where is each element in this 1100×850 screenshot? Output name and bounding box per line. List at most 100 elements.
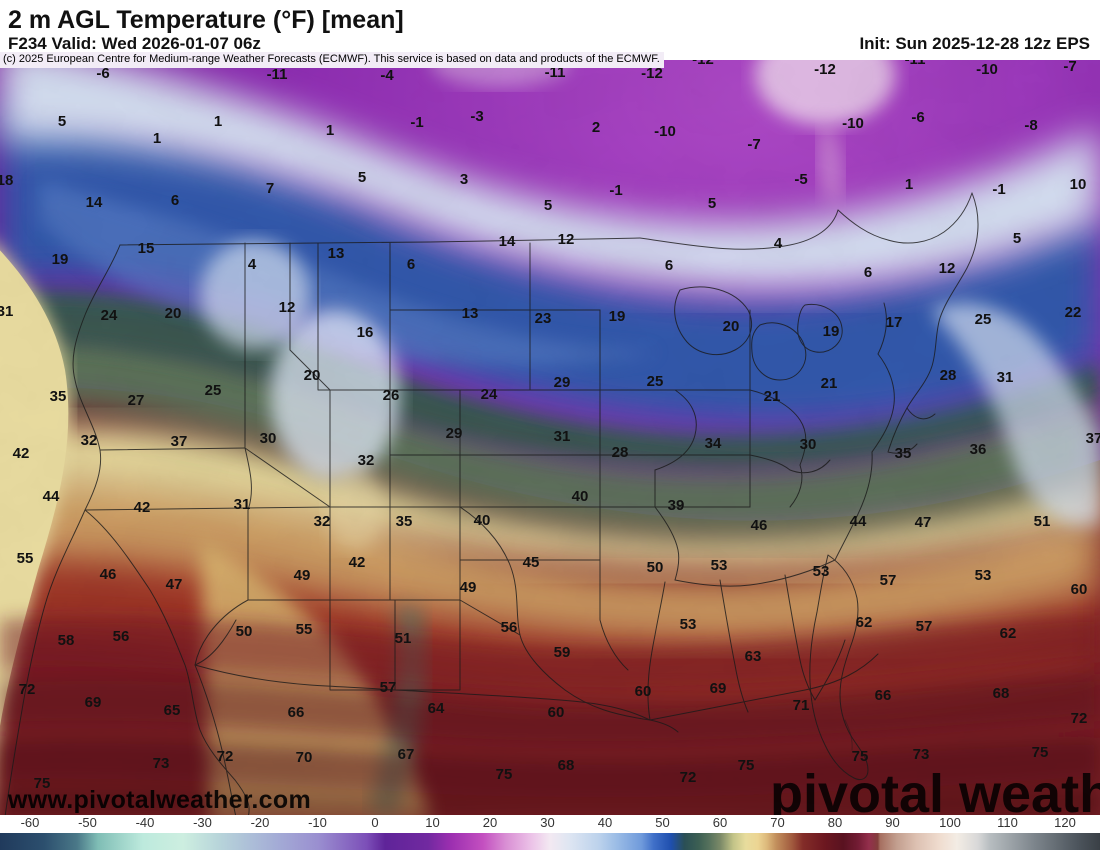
svg-text:68: 68 [993,685,1010,702]
svg-text:-1: -1 [992,181,1005,198]
svg-text:-12: -12 [692,60,714,68]
svg-text:60: 60 [635,683,652,700]
svg-text:42: 42 [13,445,30,462]
svg-text:5: 5 [358,169,366,186]
svg-text:25: 25 [975,311,992,328]
svg-text:45: 45 [523,554,540,571]
svg-text:70: 70 [296,749,313,766]
svg-text:28: 28 [612,444,629,461]
svg-text:40: 40 [572,488,589,505]
svg-text:5: 5 [58,113,66,130]
svg-text:71: 71 [793,697,810,714]
svg-text:-1: -1 [410,114,423,131]
svg-text:-10: -10 [976,61,998,78]
svg-text:13: 13 [328,245,345,262]
svg-text:53: 53 [813,563,830,580]
svg-text:50: 50 [647,559,664,576]
svg-text:32: 32 [314,513,331,530]
svg-text:29: 29 [554,374,571,391]
svg-text:62: 62 [856,614,873,631]
svg-text:14: 14 [499,233,516,250]
svg-text:30: 30 [800,436,817,453]
svg-text:44: 44 [850,513,867,530]
svg-text:-10: -10 [654,123,676,140]
svg-text:32: 32 [358,452,375,469]
svg-text:60: 60 [548,704,565,721]
svg-text:68: 68 [558,757,575,774]
svg-text:35: 35 [50,388,67,405]
svg-text:56: 56 [501,619,518,636]
svg-text:75: 75 [496,766,513,783]
svg-text:51: 51 [395,630,412,647]
svg-text:51: 51 [1034,513,1051,530]
svg-text:39: 39 [668,497,685,514]
svg-text:60: 60 [1071,581,1088,598]
svg-text:28: 28 [940,367,957,384]
svg-text:5: 5 [1013,230,1021,247]
svg-text:36: 36 [970,441,987,458]
svg-text:20: 20 [723,318,740,335]
svg-text:55: 55 [296,621,313,638]
svg-text:17: 17 [886,314,903,331]
svg-text:67: 67 [398,746,415,763]
svg-text:57: 57 [916,618,933,635]
svg-text:58: 58 [58,632,75,649]
svg-text:6: 6 [407,256,415,273]
svg-text:29: 29 [446,425,463,442]
svg-text:1: 1 [905,176,913,193]
svg-text:-12: -12 [814,61,836,78]
svg-text:22: 22 [1065,304,1082,321]
svg-text:35: 35 [396,513,413,530]
svg-text:-3: -3 [470,108,483,125]
svg-text:19: 19 [52,251,69,268]
svg-text:-8: -8 [1024,117,1037,134]
svg-text:34: 34 [705,435,722,452]
svg-text:32: 32 [81,432,98,449]
svg-text:30: 30 [260,430,277,447]
svg-text:31: 31 [997,369,1014,386]
svg-text:1: 1 [214,113,222,130]
svg-text:46: 46 [751,517,768,534]
svg-text:1: 1 [153,130,161,147]
svg-text:21: 21 [821,375,838,392]
svg-text:26: 26 [383,387,400,404]
svg-text:75: 75 [738,757,755,774]
svg-text:73: 73 [913,746,930,763]
svg-text:64: 64 [428,700,445,717]
svg-text:72: 72 [217,748,234,765]
svg-text:37: 37 [171,433,188,450]
svg-text:27: 27 [128,392,145,409]
svg-text:20: 20 [165,305,182,322]
svg-text:35: 35 [895,445,912,462]
svg-text:18: 18 [0,172,13,189]
svg-text:-7: -7 [1063,60,1076,75]
svg-text:-6: -6 [911,109,924,126]
svg-text:53: 53 [711,557,728,574]
svg-text:57: 57 [880,572,897,589]
svg-text:31: 31 [0,303,13,320]
svg-text:3: 3 [460,171,468,188]
svg-text:-5: -5 [794,171,807,188]
svg-text:53: 53 [680,616,697,633]
svg-text:63: 63 [745,648,762,665]
svg-text:31: 31 [234,496,251,513]
svg-text:5: 5 [544,197,552,214]
svg-text:75: 75 [1032,744,1049,761]
svg-text:2: 2 [592,119,600,136]
svg-text:65: 65 [164,702,181,719]
svg-text:25: 25 [647,373,664,390]
svg-text:66: 66 [288,704,305,721]
svg-text:40: 40 [474,512,491,529]
svg-text:5: 5 [708,195,716,212]
svg-text:37: 37 [1086,430,1100,447]
svg-text:1: 1 [326,122,334,139]
svg-text:14: 14 [86,194,103,211]
svg-text:20: 20 [304,367,321,384]
svg-text:15: 15 [138,240,155,257]
svg-text:42: 42 [134,499,151,516]
svg-text:12: 12 [279,299,296,316]
svg-text:53: 53 [975,567,992,584]
svg-text:12: 12 [939,260,956,277]
svg-text:59: 59 [554,644,571,661]
svg-text:56: 56 [113,628,130,645]
